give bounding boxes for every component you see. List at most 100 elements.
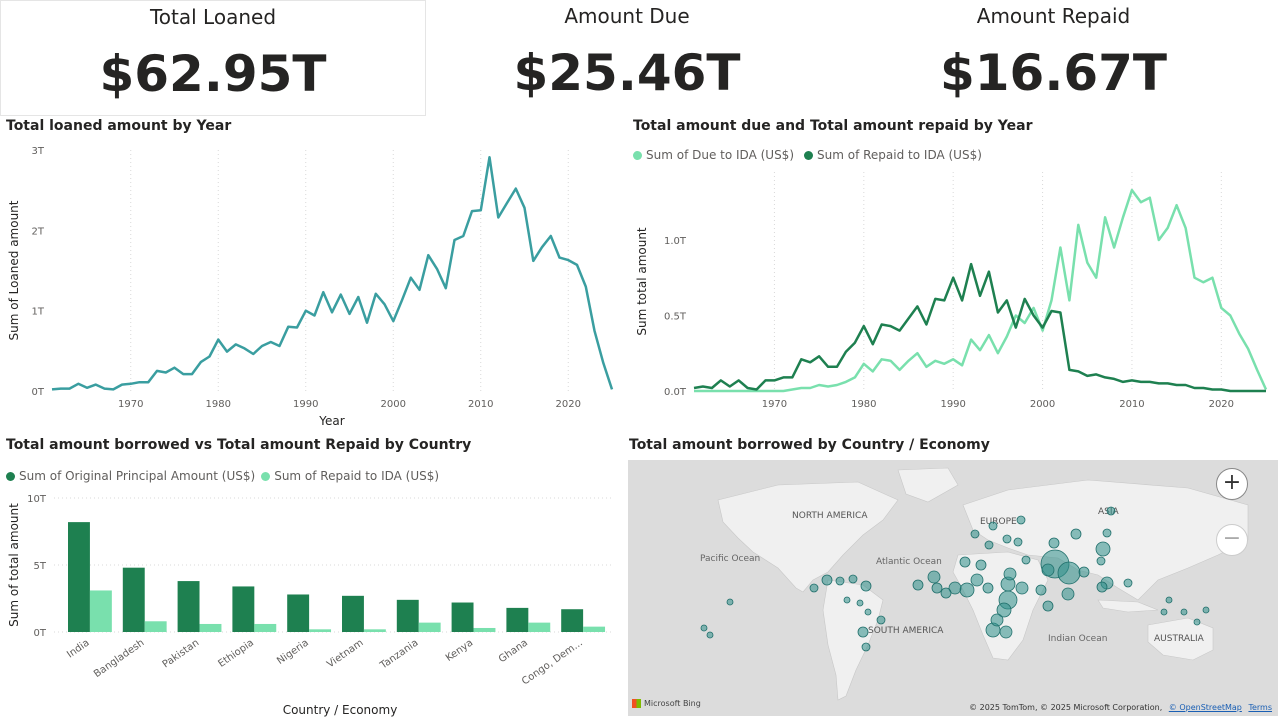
y-axis-title: Sum of total amount bbox=[7, 503, 21, 627]
bar bbox=[396, 599, 419, 632]
y-tick-label: 0T bbox=[32, 387, 45, 398]
x-tick-label: 2000 bbox=[1030, 399, 1055, 410]
y-tick-label: 1.0T bbox=[664, 236, 687, 247]
x-tick-label: 1980 bbox=[206, 399, 231, 410]
map-label-australia: AUSTRALIA bbox=[1154, 634, 1205, 644]
country-bubble bbox=[856, 599, 864, 607]
landmasses bbox=[717, 467, 1249, 701]
chart-due-repaid-title: Total amount due and Total amount repaid… bbox=[633, 118, 1033, 134]
country-bubble bbox=[843, 596, 851, 604]
kpi-amount-repaid: Amount Repaid $16.67T bbox=[828, 0, 1279, 116]
map-label-north-america: NORTH AMERICA bbox=[792, 511, 868, 521]
legend-due-marker bbox=[633, 150, 642, 160]
country-bubble bbox=[1096, 556, 1106, 566]
bar bbox=[254, 623, 277, 632]
loaned-by-year-chart[interactable]: 0T 1T 2T 3T 1970 1980 1990 2000 2010 2020 Year Sum … bbox=[0, 138, 620, 434]
country-bubble bbox=[1003, 567, 1017, 581]
map-canvas: NORTH AMERICA EUROPE ASIA Pacific Ocean … bbox=[700, 467, 1249, 701]
legend-due-label: Sum of Due to IDA (US$) bbox=[646, 148, 795, 162]
country-bubble bbox=[1041, 563, 1055, 577]
country-bubble bbox=[970, 573, 984, 587]
kpi-label: Amount Repaid bbox=[976, 4, 1131, 28]
country-bubble bbox=[982, 582, 994, 594]
x-tick-label: 2020 bbox=[1209, 399, 1234, 410]
country-bubble bbox=[726, 598, 734, 606]
country-bubble bbox=[1015, 581, 1029, 595]
terms-link[interactable]: Terms bbox=[1248, 703, 1272, 712]
country-bubble bbox=[1102, 528, 1112, 538]
country-bubble bbox=[848, 574, 858, 584]
country-bubble bbox=[984, 540, 994, 550]
category-label: India bbox=[65, 637, 91, 660]
borrowed-repaid-by-country-chart[interactable]: 0T 5T 10T India Bangladesh Pakistan Ethiopia Ni… bbox=[0, 486, 620, 720]
bar bbox=[309, 629, 332, 632]
country-bubble bbox=[1202, 606, 1210, 614]
y-tick-label: 10T bbox=[27, 494, 47, 505]
category-label: Bangladesh bbox=[92, 637, 146, 680]
category-label: Pakistan bbox=[161, 637, 202, 670]
country-bubble bbox=[809, 583, 819, 593]
country-bubble bbox=[1095, 541, 1111, 557]
y-tick-label: 1T bbox=[32, 307, 45, 318]
zoom-in-button[interactable]: + bbox=[1216, 468, 1248, 500]
x-tick-label: 1990 bbox=[293, 399, 318, 410]
bar bbox=[528, 622, 551, 632]
kpi-value: $16.67T bbox=[939, 44, 1168, 102]
bar bbox=[122, 567, 145, 632]
country-bubble bbox=[1061, 587, 1075, 601]
country-bubble bbox=[1160, 608, 1168, 616]
category-label: Congo, Dem... bbox=[520, 637, 585, 687]
y-tick-label: 3T bbox=[32, 146, 45, 157]
country-bubble bbox=[835, 576, 845, 586]
x-tick-label: 1970 bbox=[762, 399, 787, 410]
map-bubbles[interactable] bbox=[700, 506, 1210, 652]
bar bbox=[473, 627, 496, 632]
bar bbox=[287, 594, 310, 632]
x-axis-title: Country / Economy bbox=[283, 703, 398, 717]
country-bubble bbox=[857, 626, 869, 638]
country-bubble bbox=[1078, 566, 1090, 578]
map-label-south-america: SOUTH AMERICA bbox=[868, 626, 944, 636]
bar bbox=[342, 595, 364, 632]
kpi-amount-due: Amount Due $25.46T bbox=[426, 0, 828, 116]
country-bubble bbox=[1070, 528, 1082, 540]
openstreetmap-link[interactable]: © OpenStreetMap bbox=[1168, 703, 1242, 712]
country-bubble bbox=[1165, 596, 1173, 604]
x-tick-label: 2020 bbox=[556, 399, 581, 410]
country-bubble bbox=[1016, 515, 1026, 525]
country-bubble bbox=[1048, 537, 1060, 549]
y-tick-label: 5T bbox=[34, 561, 47, 572]
country-bubble bbox=[931, 582, 943, 594]
map-copyright: © 2025 TomTom, © 2025 Microsoft Corporat… bbox=[969, 703, 1272, 712]
country-bubble bbox=[1057, 561, 1081, 585]
x-tick-label: 1970 bbox=[118, 399, 143, 410]
due-repaid-by-year-chart[interactable]: 0.0T 0.5T 1.0T 1970 1980 1990 2000 2010 2020 Sum … bbox=[628, 164, 1278, 434]
country-bubble bbox=[700, 624, 708, 632]
chart-loaned-title: Total loaned amount by Year bbox=[6, 118, 232, 134]
category-label: Vietnam bbox=[325, 637, 365, 670]
country-bubble bbox=[975, 559, 987, 571]
map-label-indian-ocean: Indian Ocean bbox=[1048, 634, 1107, 644]
country-bubble bbox=[988, 521, 998, 531]
kpi-value: $25.46T bbox=[513, 44, 741, 102]
country-bubble bbox=[1002, 534, 1012, 544]
bar bbox=[89, 590, 112, 632]
kpi-value: $62.95T bbox=[99, 45, 327, 103]
country-bubble bbox=[861, 642, 871, 652]
x-tick-label: 1990 bbox=[940, 399, 965, 410]
bar bbox=[363, 629, 386, 632]
country-bubble bbox=[706, 631, 714, 639]
indonesia-land bbox=[1097, 599, 1159, 613]
x-tick-label: 1980 bbox=[851, 399, 876, 410]
chart-country-legend: Sum of Original Principal Amount (US$) S… bbox=[6, 469, 439, 483]
legend-repaid-label: Sum of Repaid to IDA (US$) bbox=[274, 469, 440, 483]
country-bubble bbox=[1013, 537, 1023, 547]
y-tick-label: 0.0T bbox=[664, 387, 687, 398]
country-bubble bbox=[821, 574, 833, 586]
legend-repaid-marker bbox=[804, 150, 814, 160]
country-bubble bbox=[864, 608, 872, 616]
zoom-out-button[interactable]: − bbox=[1216, 524, 1248, 556]
country-bubble bbox=[1096, 581, 1108, 593]
world-map[interactable]: NORTH AMERICA EUROPE ASIA Pacific Ocean … bbox=[628, 460, 1278, 716]
legend-repaid-marker bbox=[261, 471, 271, 481]
